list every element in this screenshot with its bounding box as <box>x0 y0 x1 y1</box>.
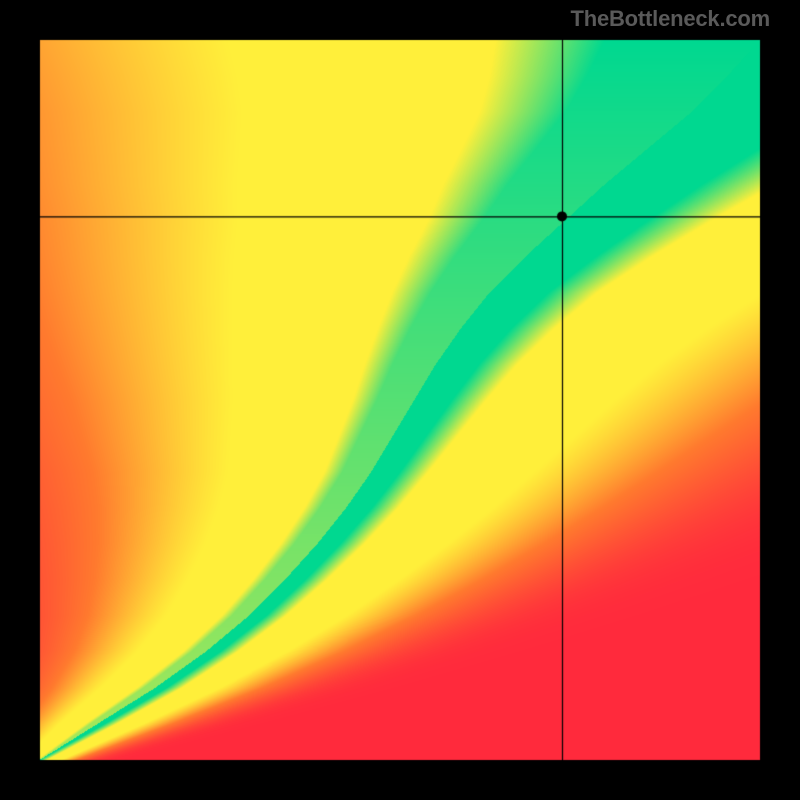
chart-container: TheBottleneck.com <box>0 0 800 800</box>
bottleneck-heatmap <box>0 0 800 800</box>
watermark-text: TheBottleneck.com <box>570 6 770 32</box>
